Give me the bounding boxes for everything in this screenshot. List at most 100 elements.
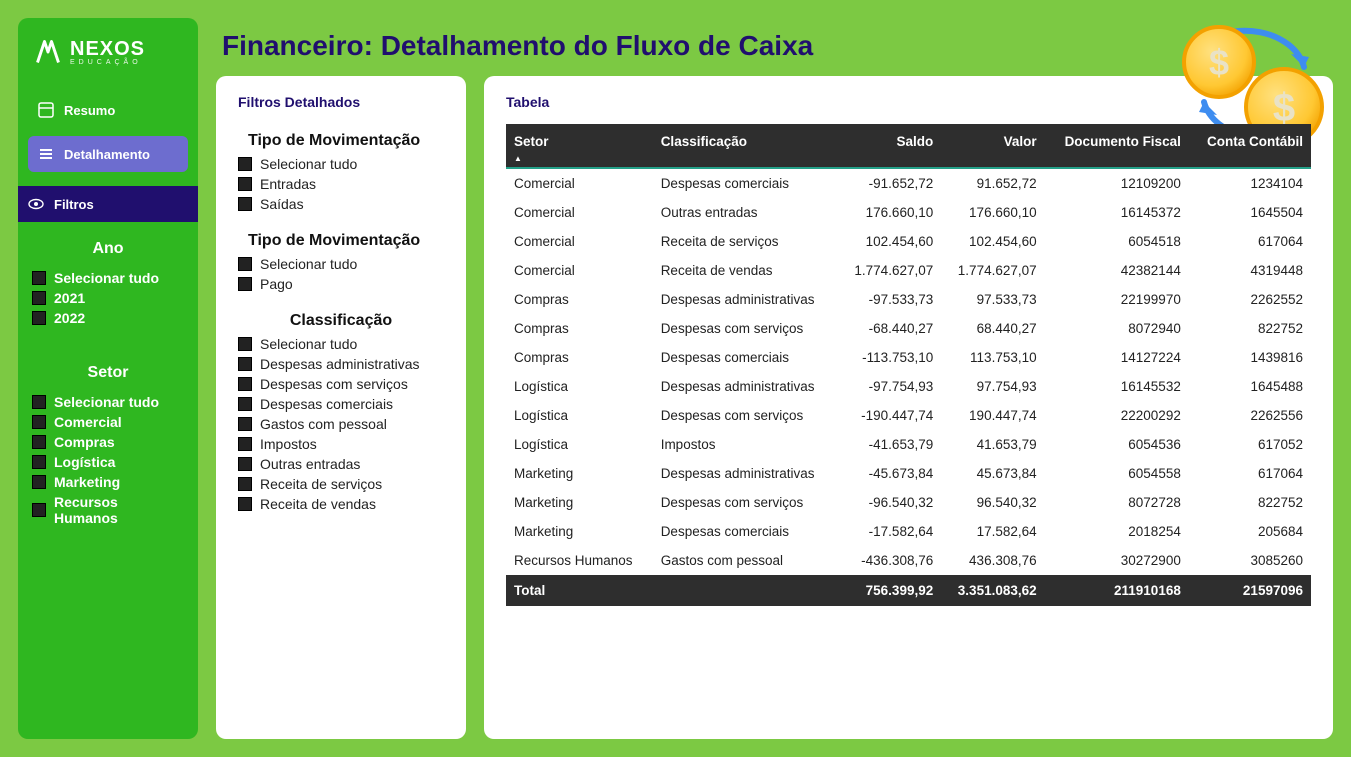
table-cell: 41.653,79 [941,430,1044,459]
sidebar-setor-label: Marketing [54,474,120,490]
table-header-cell[interactable]: Setor [506,124,653,168]
sidebar-setor-label: Comercial [54,414,122,430]
table-cell: 1439816 [1189,343,1311,372]
filter-classif-label: Despesas com serviços [260,376,408,392]
filter-mov2-list: Selecionar tudoPago [238,254,444,294]
sidebar-setor-item[interactable]: Recursos Humanos [28,492,188,528]
table-cell: 14127224 [1045,343,1189,372]
checkbox-icon [238,497,252,511]
table-cell: -41.653,79 [838,430,941,459]
table-cell: 1234104 [1189,168,1311,198]
brand-mark-icon [34,38,62,66]
filter-mov2-item[interactable]: Selecionar tudo [238,254,444,274]
sidebar-ano-item[interactable]: 2021 [28,288,188,308]
checkbox-icon [238,377,252,391]
table-cell: Compras [506,285,653,314]
sidebar-ano-title: Ano [28,240,188,258]
table-header-cell[interactable]: Classificação [653,124,838,168]
filter-mov1-item[interactable]: Entradas [238,174,444,194]
filter-mov1-label: Saídas [260,196,304,212]
table-cell: 176.660,10 [838,198,941,227]
table-row[interactable]: ComprasDespesas com serviços-68.440,2768… [506,314,1311,343]
table-cell: Outras entradas [653,198,838,227]
table-cell: 1.774.627,07 [838,256,941,285]
table-cell: 617064 [1189,227,1311,256]
table-cell: -113.753,10 [838,343,941,372]
table-cell: 1645488 [1189,372,1311,401]
filter-classif-label: Despesas administrativas [260,356,420,372]
table-row[interactable]: MarketingDespesas comerciais-17.582,6417… [506,517,1311,546]
nav-detalhamento[interactable]: Detalhamento [28,136,188,172]
table-row[interactable]: LogísticaDespesas administrativas-97.754… [506,372,1311,401]
table-row[interactable]: ComercialDespesas comerciais-91.652,7291… [506,168,1311,198]
table-header-cell[interactable]: Valor [941,124,1044,168]
table-total-cell: 211910168 [1045,575,1189,606]
table-cell: 102.454,60 [941,227,1044,256]
sidebar-ano-item[interactable]: 2022 [28,308,188,328]
checkbox-icon [238,477,252,491]
filter-classif-item[interactable]: Receita de serviços [238,474,444,494]
table-row[interactable]: ComercialReceita de vendas1.774.627,071.… [506,256,1311,285]
checkbox-icon [238,397,252,411]
filter-classif-item[interactable]: Impostos [238,434,444,454]
table-cell: 97.754,93 [941,372,1044,401]
table-row[interactable]: MarketingDespesas com serviços-96.540,32… [506,488,1311,517]
sidebar-ano-item[interactable]: Selecionar tudo [28,268,188,288]
table-row[interactable]: Recursos HumanosGastos com pessoal-436.3… [506,546,1311,575]
sidebar-setor-item[interactable]: Marketing [28,472,188,492]
table-cell: Recursos Humanos [506,546,653,575]
filter-classif-item[interactable]: Outras entradas [238,454,444,474]
table-header-cell[interactable]: Documento Fiscal [1045,124,1189,168]
sidebar-setor-item[interactable]: Compras [28,432,188,452]
table-cell: -436.308,76 [838,546,941,575]
filter-classif-label: Impostos [260,436,317,452]
filter-mov1-item[interactable]: Selecionar tudo [238,154,444,174]
table-header-cell[interactable]: Conta Contábil [1189,124,1311,168]
sidebar-setor-item[interactable]: Logística [28,452,188,472]
sidebar-setor-list: Selecionar tudo Comercial Compras Logística… [28,392,188,528]
filter-classif-label: Gastos com pessoal [260,416,387,432]
filter-classif-item[interactable]: Receita de vendas [238,494,444,514]
nav-filtros[interactable]: Filtros [18,186,198,222]
nav-resumo[interactable]: Resumo [28,92,188,128]
filter-classif-item[interactable]: Despesas comerciais [238,394,444,414]
table-row[interactable]: ComercialReceita de serviços102.454,6010… [506,227,1311,256]
filter-classif-item[interactable]: Gastos com pessoal [238,414,444,434]
table-row[interactable]: ComprasDespesas comerciais-113.753,10113… [506,343,1311,372]
filter-classif-item[interactable]: Selecionar tudo [238,334,444,354]
brand-name: NEXOS [70,39,145,59]
sidebar-setor-item[interactable]: Comercial [28,412,188,432]
filters-card: Filtros Detalhados Tipo de Movimentação … [216,76,466,739]
sidebar-ano-label: Selecionar tudo [54,270,159,286]
table-row[interactable]: LogísticaDespesas com serviços-190.447,7… [506,401,1311,430]
sidebar-setor-item[interactable]: Selecionar tudo [28,392,188,412]
table-cell: Compras [506,314,653,343]
table-row[interactable]: ComprasDespesas administrativas-97.533,7… [506,285,1311,314]
table-cell: -97.533,73 [838,285,941,314]
table-total-row: Total756.399,923.351.083,622119101682159… [506,575,1311,606]
table-cell: 190.447,74 [941,401,1044,430]
filter-classif-item[interactable]: Despesas administrativas [238,354,444,374]
filter-mov2-heading: Tipo de Movimentação [248,232,444,250]
filter-mov1-item[interactable]: Saídas [238,194,444,214]
table-row[interactable]: ComercialOutras entradas176.660,10176.66… [506,198,1311,227]
table-cell: 617052 [1189,430,1311,459]
filter-mov2-item[interactable]: Pago [238,274,444,294]
table-cell: 113.753,10 [941,343,1044,372]
table-cell: Logística [506,430,653,459]
table-cell: 30272900 [1045,546,1189,575]
table-cell: -96.540,32 [838,488,941,517]
table-total-cell: 21597096 [1189,575,1311,606]
table-row[interactable]: LogísticaImpostos-41.653,7941.653,796054… [506,430,1311,459]
table-header-cell[interactable]: Saldo [838,124,941,168]
table-cell: 6054536 [1045,430,1189,459]
checkbox-icon [238,197,252,211]
checkbox-icon [238,157,252,171]
sidebar-ano-label: 2021 [54,290,85,306]
filter-mov1-label: Entradas [260,176,316,192]
filter-classif-item[interactable]: Despesas com serviços [238,374,444,394]
table-cell: Despesas com serviços [653,401,838,430]
filter-classif-label: Outras entradas [260,456,360,472]
sidebar-setor-label: Compras [54,434,115,450]
table-row[interactable]: MarketingDespesas administrativas-45.673… [506,459,1311,488]
